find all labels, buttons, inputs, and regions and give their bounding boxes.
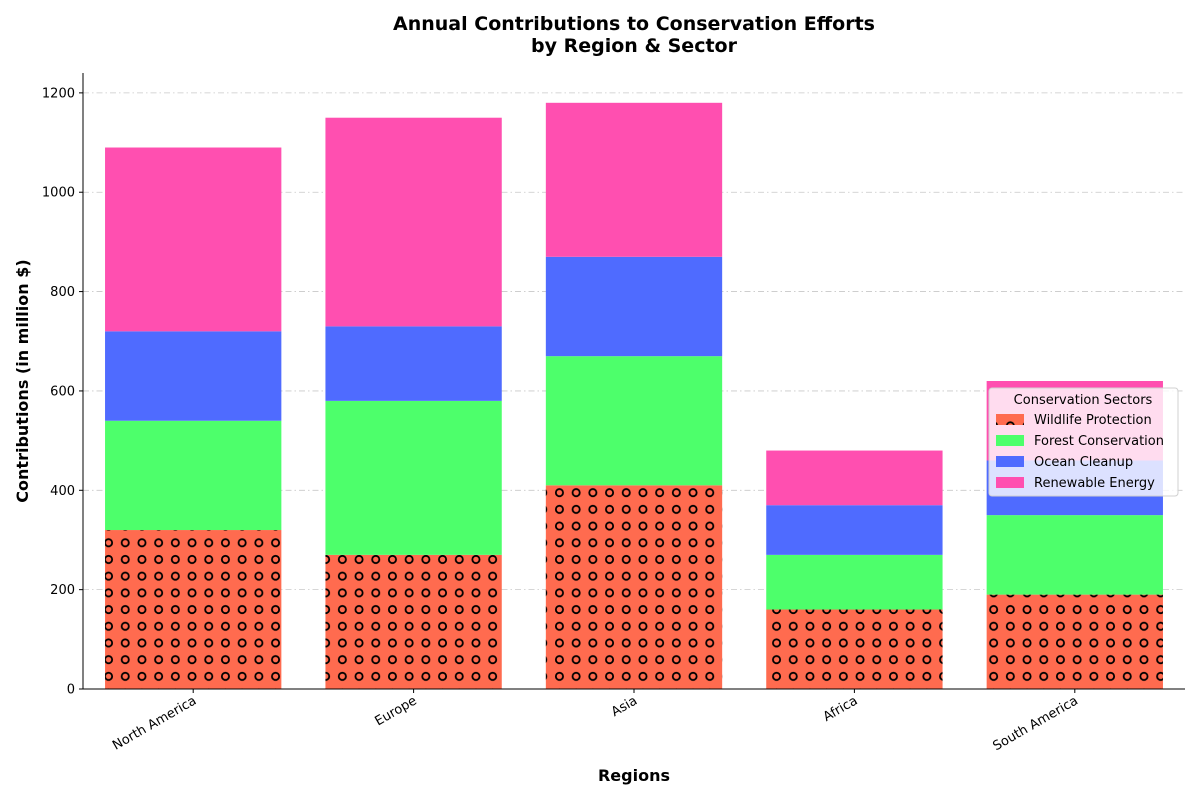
bar-forest-conservation bbox=[986, 515, 1163, 595]
bar-hatch-overlay bbox=[766, 609, 943, 689]
bar-ocean-cleanup bbox=[766, 505, 943, 555]
legend-swatch bbox=[996, 435, 1024, 446]
bar-renewable-energy bbox=[105, 147, 282, 332]
x-ticks: North America Europe Asia Africa South Ameri… bbox=[110, 689, 1081, 754]
y-tick-label: 600 bbox=[50, 384, 75, 399]
bar-hatch-overlay bbox=[545, 485, 723, 689]
x-tick-label: Africa bbox=[821, 693, 861, 725]
chart-title-line-2: by Region & Sector bbox=[531, 35, 738, 57]
legend-title: Conservation Sectors bbox=[1014, 393, 1153, 408]
y-tick-label: 200 bbox=[50, 583, 75, 598]
y-tick-label: 400 bbox=[50, 484, 75, 499]
legend-swatch bbox=[996, 477, 1024, 488]
legend-swatch-hatch bbox=[996, 414, 1024, 425]
y-tick-label: 1000 bbox=[42, 186, 75, 201]
bar-renewable-energy bbox=[325, 117, 502, 327]
chart-title-line-1: Annual Contributions to Conservation Eff… bbox=[393, 13, 875, 35]
y-ticks: 0 200 400 600 800 1000 1200 bbox=[42, 86, 83, 698]
legend-label: Forest Conservation bbox=[1034, 434, 1164, 449]
y-axis-title: Contributions (in million $) bbox=[13, 259, 32, 502]
legend-label: Wildlife Protection bbox=[1034, 413, 1152, 428]
x-tick-label: North America bbox=[110, 693, 199, 753]
y-tick-label: 1200 bbox=[42, 86, 75, 101]
bar-ocean-cleanup bbox=[105, 331, 282, 421]
bar-forest-conservation bbox=[325, 400, 502, 555]
bar-hatch-overlay bbox=[986, 594, 1163, 689]
y-tick-label: 800 bbox=[50, 285, 75, 300]
legend-box bbox=[988, 387, 1179, 497]
bar-ocean-cleanup bbox=[545, 256, 723, 357]
legend: Conservation Sectors Wildlife Protection… bbox=[988, 387, 1179, 497]
bar-ocean-cleanup bbox=[325, 326, 502, 401]
bar-forest-conservation bbox=[766, 554, 943, 610]
bar-hatch-overlay bbox=[105, 530, 282, 689]
bar-hatch-overlay bbox=[325, 554, 502, 689]
x-tick-label: South America bbox=[991, 693, 1081, 754]
x-tick-label: Europe bbox=[373, 693, 420, 729]
legend-label: Renewable Energy bbox=[1034, 476, 1155, 491]
legend-label: Ocean Cleanup bbox=[1034, 455, 1133, 470]
bar-forest-conservation bbox=[105, 420, 282, 531]
legend-swatch bbox=[996, 456, 1024, 467]
bar-renewable-energy bbox=[766, 450, 943, 506]
bar-forest-conservation bbox=[545, 356, 723, 486]
bar-renewable-energy bbox=[545, 102, 723, 257]
x-axis-title: Regions bbox=[598, 766, 670, 785]
y-tick-label: 0 bbox=[67, 683, 75, 698]
x-tick-label: Asia bbox=[609, 693, 640, 720]
